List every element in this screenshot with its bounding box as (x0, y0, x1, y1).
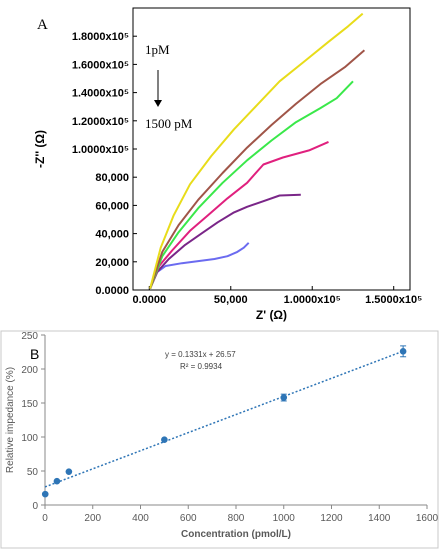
x-tick-label: 200 (84, 513, 101, 524)
y-tick-label: 50 (27, 467, 39, 478)
y-tick-label: 60,000 (95, 200, 129, 212)
y-tick-label: 0.0000 (95, 285, 129, 297)
panel-label: A (37, 17, 48, 33)
x-tick-label: 1200 (320, 513, 343, 524)
data-point (41, 490, 49, 498)
chart-border (0, 330, 439, 549)
impedance-curve (149, 242, 250, 289)
arrow-head (154, 100, 162, 107)
trendline-equation: y = 0.1331x + 26.57 (165, 350, 236, 359)
y-tick-label: 200 (21, 365, 38, 376)
impedance-curve (149, 140, 329, 289)
x-axis-title: Concentration (pmol/L) (181, 529, 291, 540)
y-tick-label: 100 (21, 433, 38, 444)
data-point (53, 477, 61, 485)
y-tick-label: 0 (32, 501, 38, 512)
x-tick-label: 400 (132, 513, 149, 524)
y-tick-label: 20,000 (95, 257, 129, 269)
annotation-top: 1pM (145, 42, 170, 57)
trendline (44, 349, 406, 488)
y-axis-title: -Z'' (Ω) (33, 130, 47, 168)
nyquist-plot: 0.0000 20,000 40,000 60,000 80,000 1.0000x10⁵… (33, 7, 422, 322)
y-tick-label: 1.8000x10⁵ (72, 31, 129, 43)
panel-label: B (30, 346, 39, 362)
x-tick-label: 1000 (273, 513, 296, 524)
data-point (65, 468, 73, 475)
calibration-plot-panel: 0 50 100 150 200 250 0 200 400 600 800 1000 1200 1400… (0, 330, 445, 550)
impedance-curve (149, 49, 366, 289)
y-tick-label: 1.6000x10⁵ (72, 59, 129, 71)
x-tick-label: 600 (180, 513, 197, 524)
impedance-curve (149, 12, 364, 289)
y-tick-label: 1.4000x10⁵ (72, 88, 129, 100)
data-point (399, 348, 407, 355)
x-tick-label: 1600 (416, 513, 439, 524)
y-tick-label: 40,000 (95, 229, 129, 241)
y-tick-label: 1.2000x10⁵ (72, 116, 129, 128)
y-axis-title: Relative impedance (%) (5, 367, 16, 473)
r-squared-label: R² = 0.9934 (180, 362, 223, 371)
y-tick-label: 250 (21, 331, 38, 342)
y-tick-label: 1.0000x10⁵ (72, 144, 129, 156)
annotation-bottom: 1500 pM (145, 116, 193, 131)
x-tick-label: 50,000 (214, 294, 248, 306)
x-tick-label: 800 (228, 513, 245, 524)
impedance-curve (149, 80, 354, 289)
x-tick-label: 0 (42, 513, 48, 524)
impedance-curve (149, 193, 301, 289)
nyquist-plot-panel: 0.0000 20,000 40,000 60,000 80,000 1.0000x10⁵… (33, 7, 422, 322)
y-tick-label: 150 (21, 399, 38, 410)
data-point (280, 394, 288, 401)
x-tick-label: 1.5000x10⁵ (365, 294, 422, 306)
x-tick-label: 0.0000 (132, 294, 166, 306)
y-tick-label: 80,000 (95, 172, 129, 184)
x-tick-label: 1400 (368, 513, 391, 524)
x-axis-title: Z' (Ω) (256, 308, 287, 322)
calibration-plot: 0 50 100 150 200 250 0 200 400 600 800 1000 1200 1400… (0, 330, 439, 549)
data-point (161, 436, 168, 444)
x-tick-label: 1.0000x10⁵ (284, 294, 341, 306)
